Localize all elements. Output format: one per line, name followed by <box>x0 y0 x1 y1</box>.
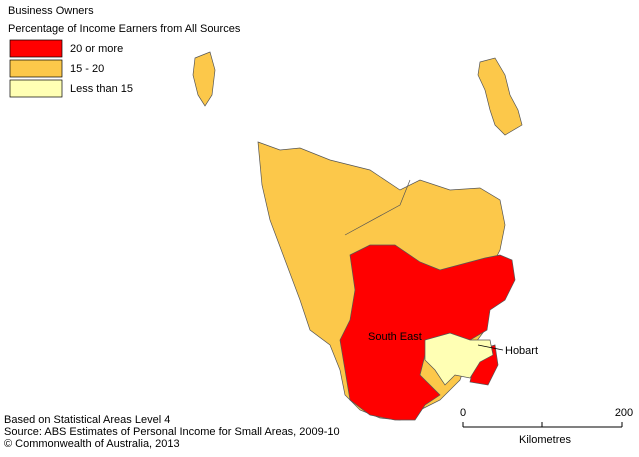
region-label: South East <box>368 331 422 343</box>
legend-swatch <box>9 79 63 98</box>
map-title: Business Owners <box>8 5 94 17</box>
scale-label: 0 <box>460 407 466 419</box>
region-border <box>344 179 411 236</box>
hobart-region <box>424 332 494 386</box>
legend-swatch <box>9 59 63 78</box>
map-subtitle: Percentage of Income Earners from All So… <box>8 23 241 35</box>
scale-unit: Kilometres <box>519 434 571 446</box>
south-east-region <box>339 244 516 421</box>
legend-label: 15 - 20 <box>70 63 104 75</box>
footnote: © Commonwealth of Australia, 2013 <box>4 438 180 450</box>
king-island <box>192 51 216 107</box>
region-label: Hobart <box>505 345 538 357</box>
legend-label: 20 or more <box>70 43 123 55</box>
legend-label: Less than 15 <box>70 83 133 95</box>
scale-label: 200 <box>615 407 633 419</box>
leader-line <box>477 344 504 351</box>
footnote: Based on Statistical Areas Level 4 <box>4 414 170 426</box>
legend-swatch <box>9 39 63 58</box>
flinders-island <box>477 57 523 136</box>
footnote: Source: ABS Estimates of Personal Income… <box>4 426 340 438</box>
